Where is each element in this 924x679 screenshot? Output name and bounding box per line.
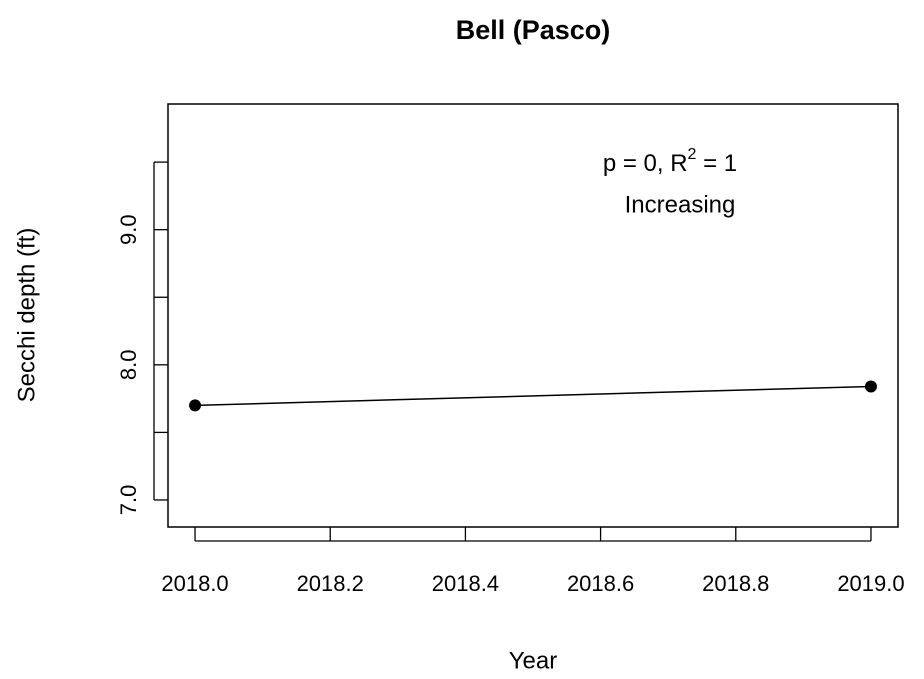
point [189, 399, 202, 412]
x-tick-label: 2018.0 [161, 571, 228, 596]
plot-box [167, 103, 899, 528]
chart-title: Bell (Pasco) [456, 15, 611, 45]
y-axis-label: Secchi depth (ft) [13, 228, 40, 403]
x-tick-label: 2019.0 [837, 571, 904, 596]
line [195, 385, 871, 407]
annotation-text: p = 0, R [603, 150, 688, 177]
annotation-trend: Increasing [625, 191, 736, 218]
x-tick-label: 2018.4 [432, 571, 499, 596]
x-tick-label: 2018.6 [567, 571, 634, 596]
x-tick-label: 2018.2 [297, 571, 364, 596]
x-axis-label: Year [509, 647, 558, 674]
y-tick-label: 8.0 [116, 350, 141, 381]
annotation-stats: p = 0, R2 = 1 [603, 146, 737, 177]
y-tick-label: 7.0 [116, 485, 141, 516]
y-tick-label: 9.0 [116, 214, 141, 245]
point [864, 380, 877, 393]
annotation-text: = 1 [696, 150, 737, 177]
x-tick-label: 2018.8 [702, 571, 769, 596]
annotation-superscript: 2 [688, 146, 697, 163]
